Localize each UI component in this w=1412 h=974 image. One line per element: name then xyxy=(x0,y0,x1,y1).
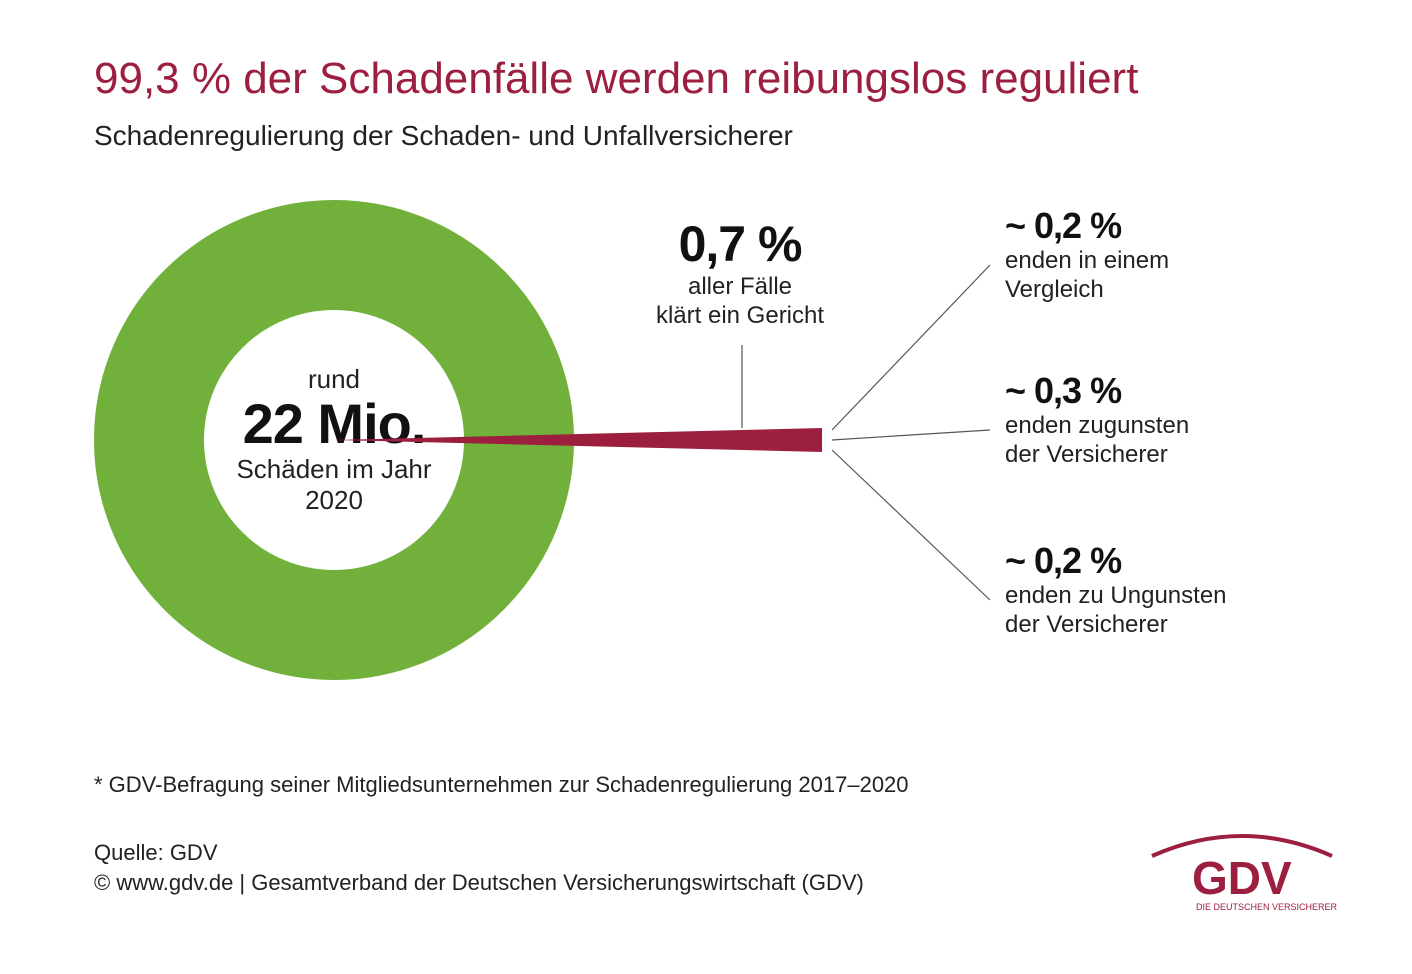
breakdown-2-desc2: der Versicherer xyxy=(1005,441,1325,470)
callout-main-desc2: klärt ein Gericht xyxy=(620,302,860,331)
breakdown-item-2: ~ 0,3 % enden zugunsten der Versicherer xyxy=(1005,370,1325,470)
source-line-1: Quelle: GDV xyxy=(94,840,218,866)
breakdown-item-1: ~ 0,2 % enden in einem Vergleich xyxy=(1005,205,1325,305)
page-title: 99,3 % der Schadenfälle werden reibungsl… xyxy=(94,54,1138,104)
breakdown-3-pct: ~ 0,2 % xyxy=(1005,540,1325,582)
breakdown-3-desc2: der Versicherer xyxy=(1005,611,1325,640)
gdv-logo: GDV DIE DEUTSCHEN VERSICHERER xyxy=(1132,824,1352,914)
callout-main: 0,7 % aller Fälle klärt ein Gericht xyxy=(620,215,860,331)
svg-text:GDV: GDV xyxy=(1192,852,1292,904)
breakdown-1-pct: ~ 0,2 % xyxy=(1005,205,1325,247)
breakdown-1-desc2: Vergleich xyxy=(1005,276,1325,305)
breakdown-3-desc1: enden zu Ungunsten xyxy=(1005,582,1325,611)
source-line-2: © www.gdv.de | Gesamtverband der Deutsch… xyxy=(94,870,864,896)
footnote: * GDV-Befragung seiner Mitgliedsunterneh… xyxy=(94,772,909,798)
donut-chart xyxy=(94,200,574,680)
breakdown-2-desc1: enden zugunsten xyxy=(1005,412,1325,441)
breakdown-item-3: ~ 0,2 % enden zu Ungunsten der Versicher… xyxy=(1005,540,1325,640)
svg-text:DIE DEUTSCHEN VERSICHERER: DIE DEUTSCHEN VERSICHERER xyxy=(1196,902,1338,912)
breakdown-1-desc1: enden in einem xyxy=(1005,247,1325,276)
callout-main-desc1: aller Fälle xyxy=(620,273,860,302)
breakdown-2-pct: ~ 0,3 % xyxy=(1005,370,1325,412)
callout-main-pct: 0,7 % xyxy=(620,215,860,273)
page-subtitle: Schadenregulierung der Schaden- und Unfa… xyxy=(94,120,793,152)
